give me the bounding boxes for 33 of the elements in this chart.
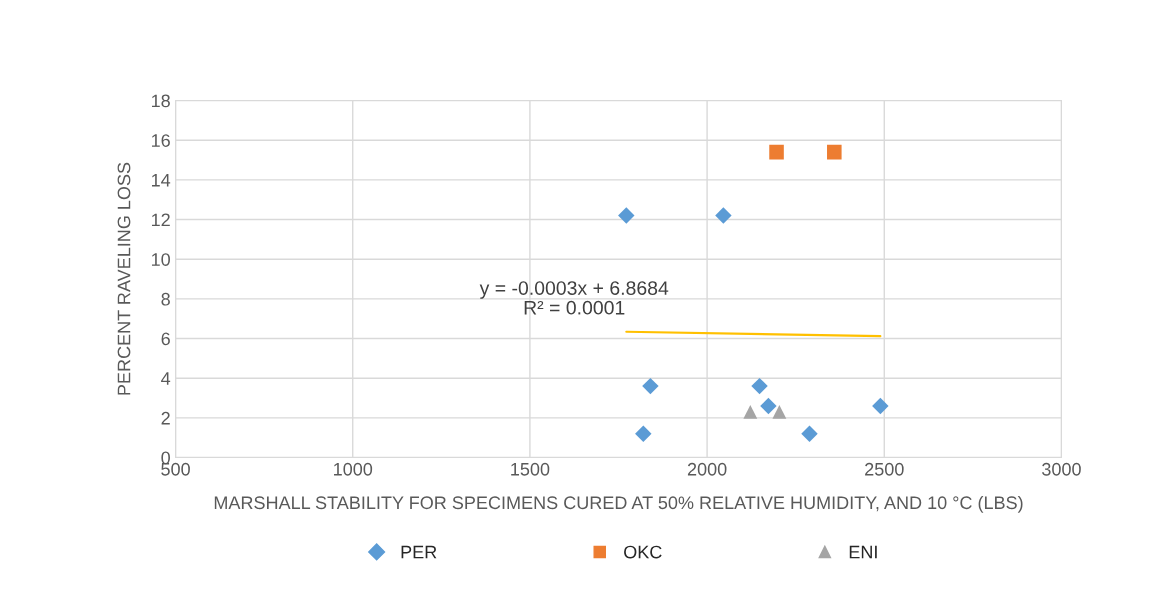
point	[618, 207, 635, 224]
legend-label: ENI	[849, 545, 877, 559]
y-tick-label: 18	[151, 94, 170, 108]
x-axis-title: MARSHALL STABILITY FOR SPECIMENS CURED AT 50% RELATIVE HUMIDITY, AND 10 °C (LBS)	[214, 495, 1023, 513]
point	[769, 144, 784, 160]
y-tick-label: 6	[161, 332, 170, 346]
point	[760, 397, 777, 415]
point	[715, 207, 732, 224]
y-tick-label: 12	[151, 213, 170, 227]
point	[772, 404, 787, 419]
x-tick-label: 2500	[865, 462, 904, 476]
point	[827, 144, 842, 160]
annotation: y = -0.0003x + 6.8684	[479, 281, 669, 299]
point	[751, 377, 768, 395]
point	[801, 425, 818, 442]
point	[743, 404, 758, 419]
y-tick-label: 10	[151, 253, 170, 266]
point	[635, 425, 652, 442]
y-tick-label: 8	[161, 292, 170, 306]
legend-label: OKC	[624, 545, 662, 559]
point	[872, 397, 889, 415]
y-axis-title: PERCENT RAVELING LOSS	[117, 162, 131, 395]
y-tick-label: 14	[151, 173, 171, 187]
point	[642, 377, 659, 395]
x-tick-label: 1000	[334, 462, 373, 476]
y-tick-label: 16	[151, 134, 170, 147]
x-tick-label: 3000	[1042, 462, 1081, 476]
annotation: R² = 0.0001	[524, 300, 625, 315]
x-tick-label: 2000	[687, 462, 727, 476]
legend-label: PER	[401, 545, 437, 559]
y-tick-label: 4	[161, 372, 171, 385]
x-tick-label: 1500	[511, 462, 550, 476]
y-tick-label: 2	[161, 411, 170, 425]
